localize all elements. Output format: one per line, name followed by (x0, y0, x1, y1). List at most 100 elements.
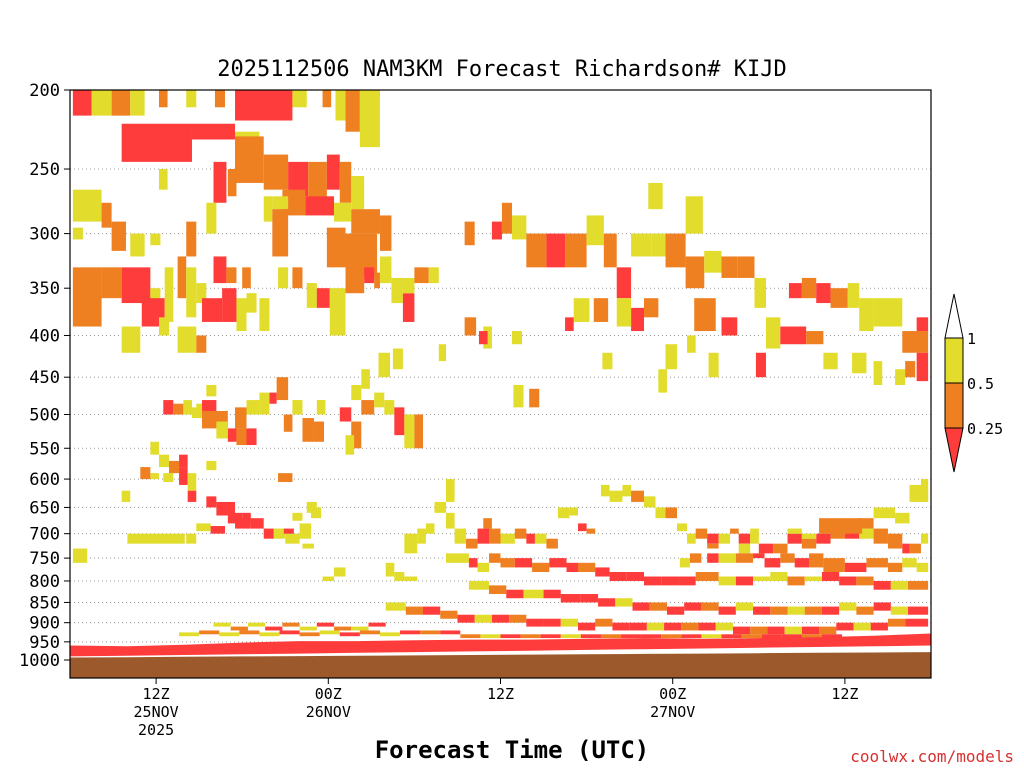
ri-cell-147 (394, 407, 405, 436)
ri-cell-318 (506, 589, 524, 599)
ri-cell-256 (902, 543, 910, 554)
legend-bin-above-1 (944, 293, 964, 339)
ri-cell-385 (219, 632, 240, 637)
ri-cell-132 (665, 344, 678, 370)
ri-cell-227 (557, 507, 570, 519)
ri-cell-142 (316, 400, 326, 415)
ri-cell-398 (480, 634, 501, 639)
ri-cell-291 (500, 558, 515, 568)
ri-cell-7 (235, 90, 293, 121)
ri-cell-171 (236, 428, 247, 446)
ri-cell-271 (679, 558, 690, 568)
ri-cell-111 (721, 317, 738, 336)
ri-cell-77 (414, 267, 429, 284)
ri-cell-378 (299, 626, 317, 631)
ri-cell-55 (236, 298, 247, 332)
ri-cell-312 (856, 576, 874, 586)
ri-cell-183 (187, 490, 197, 502)
ri-cell-399 (500, 634, 521, 639)
ri-cell-389 (299, 632, 320, 637)
ri-cell-177 (179, 467, 188, 485)
y-tick-label-250: 250 (29, 160, 60, 180)
ri-cell-247 (773, 543, 788, 554)
y-tick-label-300: 300 (29, 225, 60, 245)
ri-cell-100 (801, 277, 817, 299)
ri-cell-224 (526, 533, 535, 544)
ri-cell-33 (72, 227, 83, 240)
ri-cell-193 (273, 528, 286, 539)
ri-cell-225 (534, 533, 547, 544)
ri-cell-202 (311, 507, 322, 519)
ri-cell-19 (308, 161, 327, 203)
ri-cell-36 (150, 233, 161, 246)
ri-cell-304 (718, 576, 736, 586)
ri-cell-64 (259, 298, 270, 332)
ri-cell-373 (213, 622, 231, 627)
x-axis-label: Forecast Time (UTC) (375, 736, 650, 764)
ri-cell-391 (339, 632, 360, 637)
ri-cell-387 (259, 632, 280, 637)
ri-cell-167 (191, 407, 203, 419)
ri-cell-283 (866, 558, 888, 568)
ri-cell-75 (402, 293, 415, 322)
ri-cell-206 (334, 567, 346, 577)
ri-cell-60 (121, 326, 141, 353)
ri-cell-239 (687, 533, 696, 544)
ri-cell-237 (665, 507, 678, 519)
ri-cell-188 (235, 518, 251, 529)
ri-cell-34 (111, 221, 126, 251)
ri-cell-169 (216, 421, 228, 439)
x-tick-label-0-2: 2025 (138, 721, 174, 739)
ri-cell-92 (685, 256, 705, 289)
ri-cell-114 (631, 307, 644, 332)
ri-cell-18 (288, 161, 309, 197)
ri-cell-80 (491, 221, 502, 240)
ri-cell-129 (755, 352, 766, 378)
ri-cell-85 (565, 233, 587, 268)
y-tick-label-850: 850 (29, 593, 60, 613)
ri-cell-137 (438, 344, 446, 362)
ri-cell-376 (265, 626, 283, 631)
ri-cell-321 (560, 594, 581, 603)
ri-cell-290 (489, 553, 501, 563)
y-tick-label-900: 900 (29, 614, 60, 634)
ri-cell-280 (809, 553, 824, 568)
ri-cell-340 (890, 606, 909, 615)
ri-cell-191 (210, 526, 225, 534)
ri-cell-379 (316, 622, 335, 627)
ri-cell-295 (566, 562, 578, 573)
ri-cell-322 (580, 594, 599, 603)
ri-cell-216 (445, 512, 455, 529)
ri-cell-116 (593, 298, 609, 322)
ri-cell-156 (269, 392, 277, 404)
x-tick-label-3-1: 27NOV (650, 703, 695, 721)
ri-cell-20 (326, 154, 340, 190)
ri-cell-161 (206, 384, 217, 397)
ri-cell-136 (513, 384, 524, 408)
ri-cell-350 (526, 618, 544, 627)
ri-cell-104 (859, 298, 874, 332)
ri-cell-395 (420, 630, 441, 635)
ri-cell-152 (292, 400, 303, 415)
ri-cell-334 (787, 606, 805, 615)
ri-cell-205 (302, 543, 314, 549)
ri-cell-213 (425, 523, 435, 534)
legend-bin-below-0.25 (944, 427, 964, 473)
ri-cell-285 (902, 558, 917, 568)
ri-cell-22 (351, 176, 365, 210)
ri-cell-155 (276, 377, 289, 401)
ri-cell-316 (468, 580, 490, 590)
ri-cell-151 (345, 435, 355, 455)
ri-cell-154 (313, 421, 324, 442)
ri-cell-184 (206, 496, 217, 508)
ri-cell-194 (285, 533, 300, 544)
ri-cell-96 (685, 196, 703, 234)
ri-cell-201 (292, 512, 303, 521)
ri-cell-134 (602, 352, 613, 370)
legend-bin-0.25-0.5 (944, 382, 964, 429)
ri-cell-284 (887, 562, 903, 573)
ri-cell-86 (586, 215, 604, 246)
ri-cell-226 (546, 538, 558, 549)
ri-cell-229 (577, 523, 587, 532)
ri-cell-293 (532, 562, 550, 573)
